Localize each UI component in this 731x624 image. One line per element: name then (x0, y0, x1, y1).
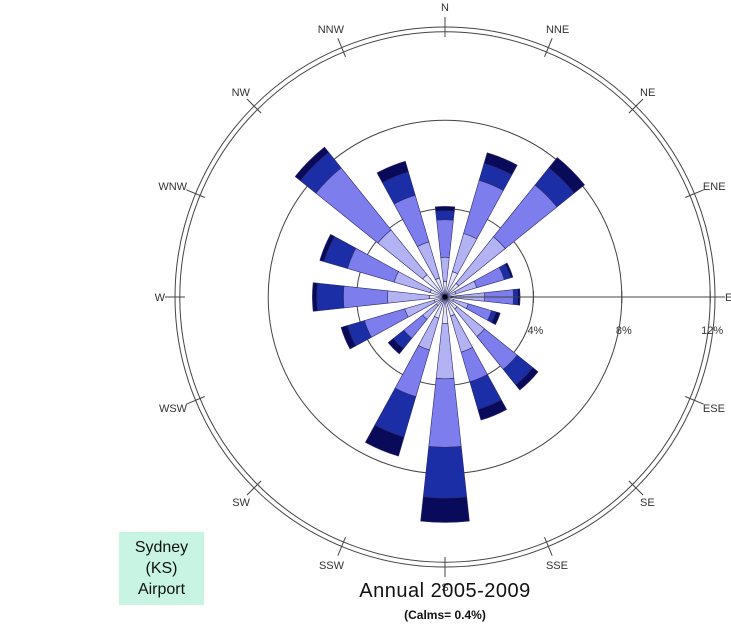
petal-n (434, 206, 456, 298)
petal-ssw (364, 296, 446, 457)
petal-n-class-5 (434, 206, 456, 212)
direction-label-ene: ENE (703, 181, 726, 193)
direction-label-wnw: WNW (158, 181, 187, 193)
petal-nnw-class-5 (376, 160, 409, 184)
radial-tick-label-4: 4% (527, 325, 543, 337)
petal-ne (444, 157, 585, 298)
spoke-nw (246, 98, 262, 114)
petal-se-class-5 (515, 367, 539, 391)
petal-se (444, 296, 539, 391)
direction-spokes (165, 17, 725, 577)
petal-s (420, 296, 470, 523)
petal-ene-class-5 (504, 262, 514, 279)
spoke-se (628, 480, 644, 496)
petal-ene (444, 262, 514, 298)
direction-label-nnw: NNW (318, 24, 345, 36)
petal-nne-class-3 (463, 179, 504, 240)
petal-n-class-2 (440, 256, 450, 282)
spoke-wsw (186, 396, 205, 405)
petal-wsw (340, 296, 446, 350)
spoke-nne (544, 38, 553, 57)
center-dot (442, 294, 448, 300)
petal-ne-class-5 (548, 157, 585, 194)
direction-label-e: E (725, 292, 731, 304)
petal-ese-class-5 (491, 311, 501, 326)
spoke-sw (246, 480, 262, 496)
petal-w-class-4 (316, 282, 345, 312)
radial-tick-label-12: 12% (701, 325, 723, 337)
direction-label-se: SE (640, 497, 655, 509)
radial-axis: 4% 8% 12% (442, 291, 723, 337)
petal-nne-class-5 (483, 152, 518, 176)
direction-label-nne: NNE (546, 24, 569, 36)
petal-s-class-4 (422, 446, 468, 499)
direction-label-sse: SSE (546, 560, 568, 572)
petal-w-class-3 (343, 285, 389, 309)
petal-nw-class-5 (294, 146, 330, 182)
petal-n-class-4 (435, 210, 455, 221)
petal-sse-class-5 (477, 399, 507, 421)
spoke-ne (628, 98, 644, 114)
direction-label-ssw: SSW (319, 560, 345, 572)
spoke-sse (544, 537, 553, 556)
direction-label-s: S (441, 582, 448, 594)
petal-s-class-5 (420, 496, 470, 523)
spoke-ssw (337, 537, 346, 556)
station-name-line1: Sydney (KS) (134, 539, 189, 577)
direction-label-ese: ESE (703, 403, 725, 415)
petal-nnw (376, 160, 446, 298)
petal-w (312, 282, 446, 312)
direction-label-w: W (155, 292, 166, 304)
petal-wsw-class-5 (340, 325, 357, 350)
wind-petals (294, 146, 585, 523)
chart-title: Annual 2005-2009 (359, 580, 530, 602)
petal-wnw-class-5 (319, 233, 335, 263)
spoke-nnw (337, 38, 346, 57)
petal-ssw-class-3 (394, 345, 430, 398)
petal-w-class-5 (312, 282, 318, 312)
petal-nw (294, 146, 446, 298)
station-label-box: Sydney (KS) Airport (119, 532, 204, 605)
petal-wnw (319, 233, 446, 298)
petal-ese (444, 296, 501, 326)
petal-sse (444, 296, 507, 421)
radial-tick-label-8: 8% (616, 325, 632, 337)
spoke-ene (685, 189, 704, 198)
petal-s-class-3 (428, 377, 462, 448)
petal-n-class-3 (436, 219, 454, 258)
spoke-wnw (186, 189, 205, 198)
direction-labels: N NNE NE ENE E ESE SE SSE S SSW SW WSW W WNW NW NNW (155, 2, 731, 594)
petal-w-class-2 (387, 290, 430, 304)
calms-subtitle: (Calms= 0.4%) (404, 608, 486, 622)
direction-label-ne: NE (640, 87, 655, 99)
petal-sw (387, 296, 446, 355)
direction-label-sw: SW (232, 497, 250, 509)
petal-sw-class-5 (387, 338, 404, 355)
petal-ssw-class-5 (364, 424, 405, 457)
direction-label-nw: NW (232, 87, 251, 99)
petal-nne (444, 152, 518, 298)
petal-s-class-2 (435, 323, 455, 380)
spoke-ese (685, 396, 704, 405)
direction-label-n: N (441, 2, 449, 14)
station-name-line2: Airport (137, 581, 186, 598)
direction-label-wsw: WSW (159, 403, 188, 415)
